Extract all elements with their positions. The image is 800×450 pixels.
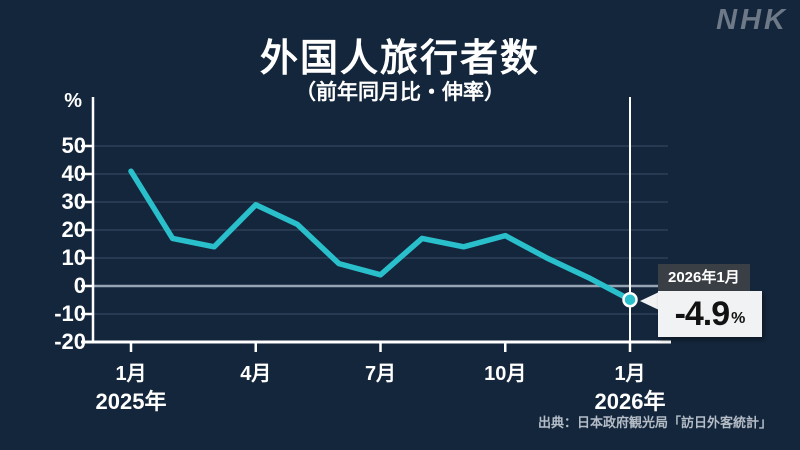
y-axis-tick-label: -10	[54, 301, 86, 326]
y-axis-tick-label: -20	[54, 329, 86, 354]
y-axis-tick-label: 20	[61, 217, 86, 242]
x-axis-tick-label: 1月	[115, 363, 147, 385]
callout-value: -4.9	[674, 294, 731, 333]
y-axis-tick-label: 0	[73, 273, 86, 298]
chart-title: 外国人旅行者数	[259, 38, 540, 80]
x-axis-year-label: 2025年	[95, 389, 167, 414]
x-axis-year-label: 2026年	[594, 389, 666, 414]
x-axis-tick-label: 1月	[614, 363, 646, 385]
callout-date-label: 2026年1月	[658, 264, 750, 291]
nhk-logo: NHK	[716, 4, 788, 36]
y-axis-tick-label: 30	[61, 189, 86, 214]
callout-arrow-icon	[640, 292, 659, 310]
callout-value-box: -4.9 %	[658, 291, 762, 337]
y-axis-unit-label: %	[64, 90, 82, 112]
callout-value-unit: %	[731, 310, 746, 327]
highlight-callout: 2026年1月 -4.9 %	[638, 264, 798, 344]
y-axis-tick-label: 10	[61, 245, 86, 270]
x-axis-tick-label: 4月	[240, 363, 272, 385]
chart-subtitle: （前年同月比・伸率）	[295, 81, 505, 104]
x-axis-tick-label: 10月	[484, 363, 527, 385]
y-axis-tick-label: 50	[61, 133, 86, 158]
x-axis-tick-label: 7月	[364, 363, 397, 385]
highlight-point	[622, 291, 638, 308]
source-credit: 出典：日本政府観光局「訪日外客統計」	[537, 415, 772, 430]
y-axis-tick-label: 40	[61, 161, 86, 186]
